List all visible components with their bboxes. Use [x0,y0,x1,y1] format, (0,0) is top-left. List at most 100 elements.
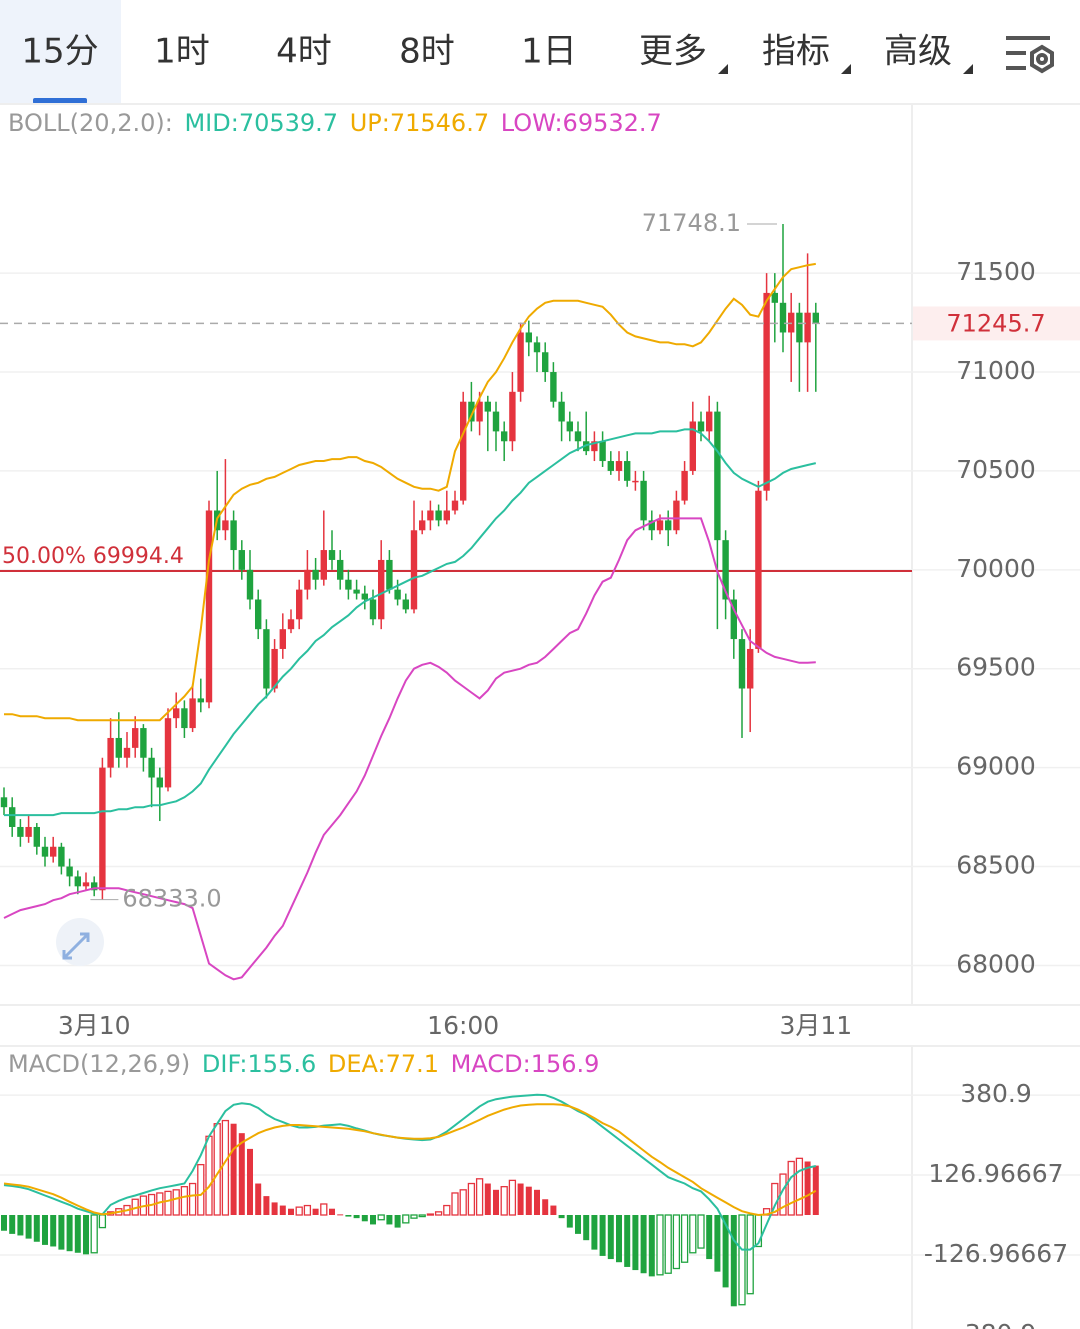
legend-entry: MACD:156.9 [451,1050,600,1078]
indicator-label: BOLL(20,2.0): [8,109,173,137]
macd-bar [795,1157,804,1216]
candle-body [648,520,655,531]
candle-body [607,461,614,471]
candle-body [296,589,303,620]
selected-tab-bg [0,0,121,104]
candle-body [517,332,524,392]
candle-body [328,550,336,560]
tab[interactable]: 更多 [639,32,707,72]
macd-bar [467,1182,476,1216]
candle-body [533,342,541,353]
macd-bar [517,1183,524,1215]
candle-body [714,411,721,541]
candle-body [419,520,426,531]
macd-bar [230,1123,237,1215]
macd-bar [410,1214,418,1219]
macd-bar [500,1186,508,1216]
tab[interactable]: 1日 [521,32,577,72]
y-tick-label: 71500 [956,257,1036,286]
y-tick-label: 68000 [956,949,1036,978]
macd-bar [9,1215,16,1234]
macd-bar [697,1214,705,1249]
tab[interactable]: 1时 [154,32,210,72]
candle-body [230,520,237,551]
tab[interactable]: 指标 [762,32,830,72]
macd-bar [680,1214,689,1263]
settings-icon[interactable] [1006,36,1054,74]
macd-bar [656,1214,664,1276]
macd-bar [599,1215,606,1256]
macd-bar [312,1208,319,1215]
y-tick-label: -126.96667 [924,1239,1068,1268]
macd-bar [1,1215,7,1231]
y-tick-label: 70500 [956,455,1036,484]
candle-body [509,391,516,442]
candle-body [41,846,49,857]
candle-body [435,510,442,521]
candle-body [763,292,770,491]
candle-body [501,431,508,442]
macd-bar [394,1215,401,1228]
candle-body [386,559,393,590]
macd-bar [616,1215,622,1263]
macd-bar [624,1215,631,1267]
candle-body [779,302,787,333]
candle-body [771,292,778,303]
candle-body [443,510,450,521]
candle-body [91,882,98,891]
candle-body [640,480,647,521]
macd-bar [164,1190,172,1216]
boll-legend: BOLL(20,2.0): MID:70539.7 UP:71546.7 LOW… [8,109,662,137]
macd-bar [566,1215,573,1228]
macd-bar [689,1214,697,1254]
y-tick-label: 70000 [956,554,1036,583]
legend-entry: UP:71546.7 [350,109,489,137]
candle-body [279,629,286,649]
candle-body [394,589,401,600]
macd-bar [238,1133,245,1215]
candle-body [492,411,500,432]
candle-body [25,826,32,837]
candle-body [369,599,377,620]
macd-bar [66,1215,73,1252]
expand-button[interactable] [56,918,104,966]
candle-body [205,510,213,703]
dropdown-caret [841,64,851,74]
tab[interactable]: 8时 [399,32,455,72]
candle-body [755,490,762,649]
macd-bar [74,1215,81,1253]
candle-body [66,866,73,877]
macd-bar [434,1211,443,1216]
macd-bar [279,1205,286,1215]
legend-entry: DIF:155.6 [202,1050,316,1078]
tab[interactable]: 4时 [276,32,332,72]
macd-bar [17,1215,24,1236]
candle-body [451,500,459,511]
indicator-label: MACD(12,26,9) [8,1050,190,1078]
macd-bar [738,1214,746,1306]
candle-body [255,599,262,630]
macd-bar [443,1204,451,1216]
candle-body [361,593,368,600]
candle-body [222,520,229,531]
macd-bar [558,1215,565,1219]
x-tick-label: 16:00 [427,1011,499,1040]
candle-body [615,461,623,471]
y-tick-label: 69500 [956,653,1036,682]
macd-bar [329,1208,335,1215]
macd-bar [33,1215,40,1242]
candle-body [484,401,491,412]
macd-bar [353,1215,360,1219]
macd-bar [484,1183,491,1215]
tab[interactable]: 高级 [884,32,952,72]
selected-tab-indicator [33,98,87,104]
macd-bar [295,1206,303,1216]
macd-bar [550,1205,557,1215]
x-tick-label: 3月11 [779,1011,852,1040]
macd-bar [508,1179,517,1216]
max-label: 71748.1 [642,209,741,237]
tab[interactable]: 15分 [21,32,98,72]
candle-body [804,312,811,343]
macd-bar [42,1215,48,1245]
macd-bar [459,1189,467,1216]
